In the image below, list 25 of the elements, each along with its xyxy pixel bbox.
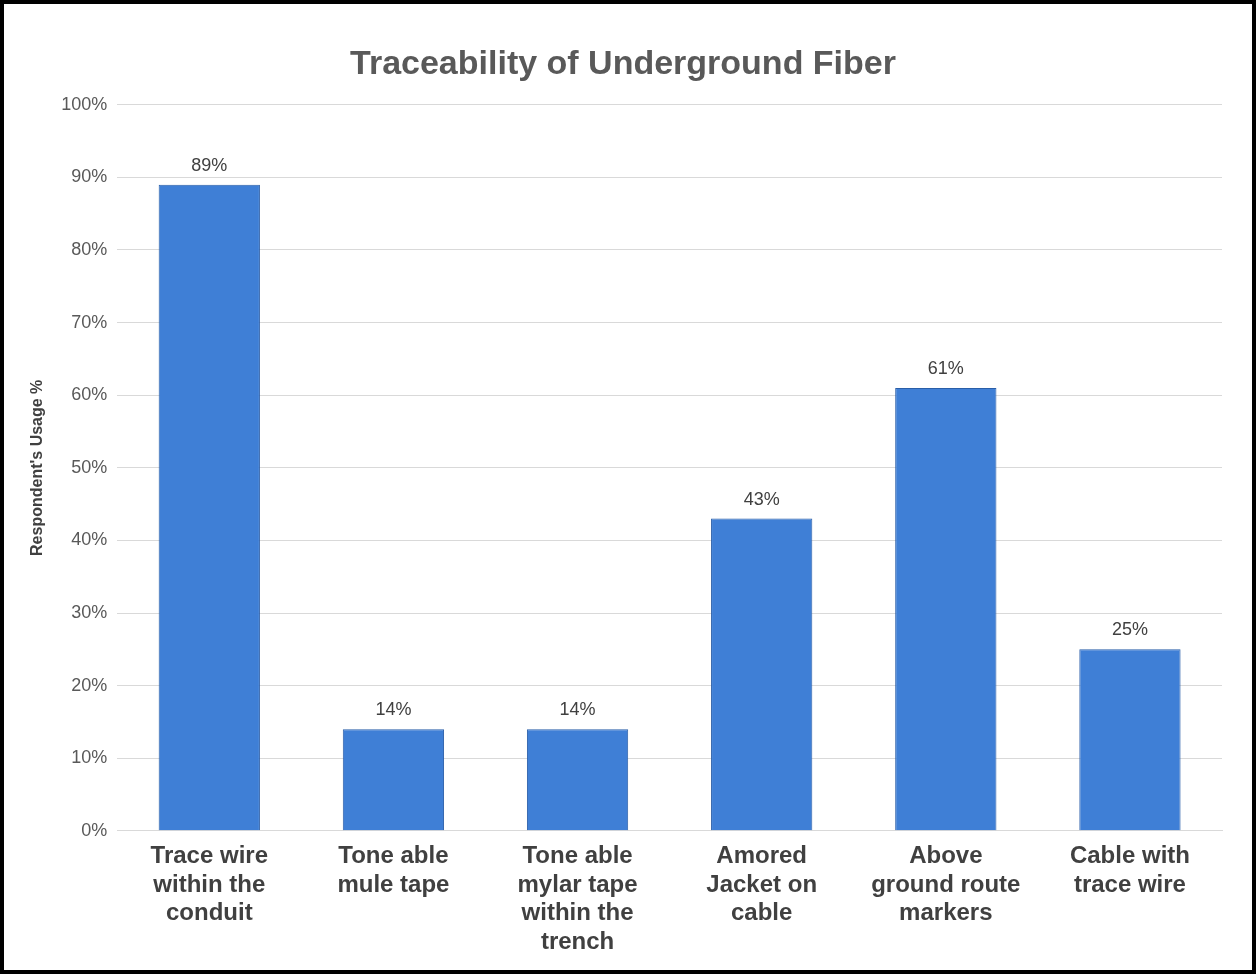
y-tick-label: 50%: [71, 456, 108, 477]
chart-title: Traceability of Underground Fiber: [350, 42, 896, 81]
y-tick-label: 0%: [81, 819, 108, 840]
x-tick-label: Amored Jacket on cable: [706, 840, 818, 926]
y-tick-label: 90%: [71, 166, 108, 187]
data-label: 43%: [743, 488, 780, 509]
y-tick-label: 30%: [71, 601, 108, 622]
x-tick-label: Tone able mule tape: [337, 840, 450, 897]
data-label: 25%: [1111, 619, 1148, 640]
y-axis-title: Respondent's Usage %: [28, 379, 46, 556]
data-label: 89%: [191, 154, 228, 175]
y-tick-label: 10%: [71, 747, 108, 768]
y-tick-label: 20%: [71, 674, 108, 695]
y-tick-label: 60%: [71, 384, 108, 405]
y-tick-label: 80%: [71, 238, 108, 259]
y-tick-label: 40%: [71, 529, 108, 550]
data-label: 61%: [927, 357, 964, 378]
x-tick-label: Tone able mylar tape within the trench: [517, 840, 638, 955]
x-tick-label: Cable with trace wire: [1069, 840, 1190, 897]
y-tick-label: 70%: [71, 311, 108, 332]
data-label: 14%: [559, 699, 596, 720]
x-tick-label: Above ground route markers: [871, 840, 1021, 926]
y-tick-label: 100%: [61, 93, 108, 114]
x-tick-label: Trace wire within the conduit: [150, 840, 269, 926]
data-label: 14%: [375, 699, 412, 720]
